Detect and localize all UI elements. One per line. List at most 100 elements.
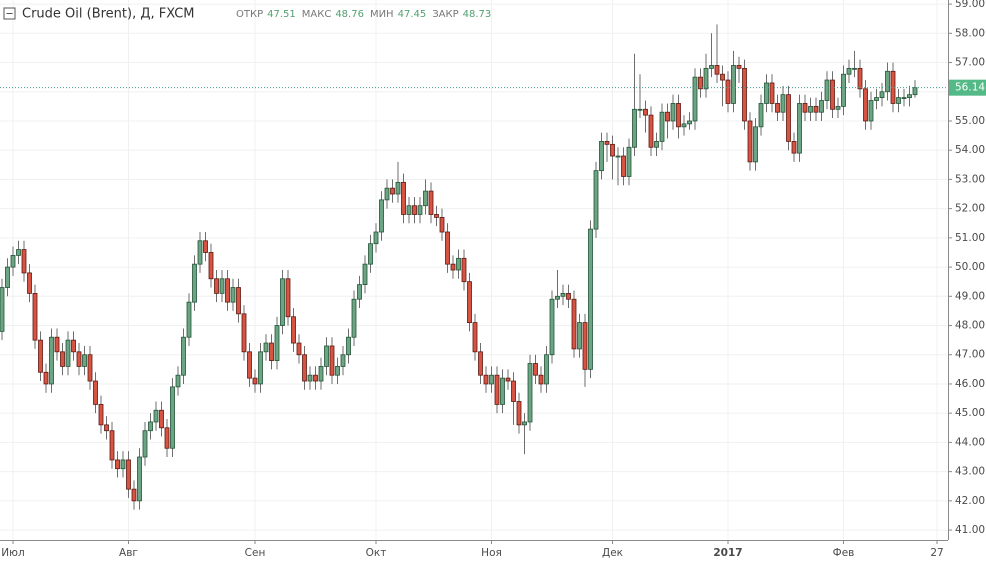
candle-body — [373, 231, 379, 245]
candle-body — [87, 354, 93, 382]
candle-body — [753, 126, 758, 163]
candle-body — [912, 87, 918, 96]
candle-body — [269, 342, 274, 361]
x-tick-label: Окт — [366, 547, 387, 559]
last-price-label: 56.14 — [955, 82, 985, 94]
candle-body — [230, 287, 236, 303]
candle-body — [901, 97, 907, 99]
candle-body — [775, 103, 780, 113]
candle-body — [885, 70, 890, 93]
symbol-icon[interactable] — [3, 7, 16, 20]
y-tick-label: 54.00 — [955, 144, 985, 156]
candle-body — [896, 97, 901, 104]
candle-body — [197, 240, 203, 265]
candle-body — [280, 278, 285, 326]
candle-body — [285, 278, 291, 318]
candle-body — [467, 281, 472, 323]
x-tick-label: 2017 — [713, 547, 742, 559]
candle-body — [5, 266, 10, 288]
legend-label: ОТКР — [236, 9, 263, 20]
candle-body — [819, 100, 824, 113]
candle-body — [522, 421, 527, 426]
candle-body — [401, 181, 406, 215]
y-tick-label: 59.00 — [955, 0, 985, 10]
candle-body — [16, 249, 21, 256]
candle-body — [780, 94, 786, 113]
candle-body — [439, 217, 445, 233]
x-tick-label: Сен — [245, 547, 266, 559]
candle-body — [698, 76, 703, 90]
candle-body — [153, 409, 159, 423]
chart-title: Crude Oil (Brent), Д, FXCM — [22, 7, 195, 22]
candle-body — [868, 100, 874, 122]
candles — [0, 24, 948, 510]
y-tick-label: 58.00 — [955, 27, 985, 39]
candle-body — [21, 249, 27, 274]
candle-body — [434, 214, 439, 218]
candle-body — [71, 339, 76, 353]
candle-body — [346, 336, 351, 356]
legend-label: ЗАКР — [432, 9, 458, 20]
candle-body — [10, 254, 16, 268]
candle-body — [599, 141, 604, 172]
candle-body — [808, 105, 813, 113]
candle-body — [252, 377, 258, 385]
candle-body — [0, 287, 5, 332]
candle-body — [538, 374, 544, 385]
candle-body — [560, 292, 566, 297]
candle-body — [692, 76, 698, 122]
candle-body — [329, 345, 335, 376]
candle-body — [593, 170, 599, 230]
y-tick-label: 52.00 — [955, 203, 985, 215]
candle-body — [445, 231, 450, 265]
candle-body — [670, 103, 676, 122]
candle-body — [742, 67, 747, 122]
candle-body — [703, 67, 709, 90]
y-tick-label: 44.00 — [955, 436, 985, 448]
candle-body — [863, 88, 868, 122]
candle-body — [879, 91, 885, 98]
candle-body — [676, 103, 681, 128]
candle-body — [291, 316, 296, 344]
candle-body — [335, 366, 340, 376]
legend-value: 47.45 — [398, 9, 427, 20]
candle-body — [49, 336, 54, 385]
candle-body — [626, 146, 632, 177]
candle-body — [423, 190, 428, 207]
y-tick-label: 45.00 — [955, 407, 985, 419]
candle-body — [659, 111, 665, 142]
candle-body — [175, 374, 181, 388]
candle-body — [791, 141, 797, 154]
candle-body — [60, 351, 65, 367]
candle-body — [159, 409, 164, 429]
candle-body — [258, 351, 263, 385]
candle-body — [142, 430, 148, 458]
y-tick-label: 49.00 — [955, 290, 985, 302]
legend-value: 48.73 — [463, 9, 492, 20]
candle-body — [571, 298, 577, 350]
candle-body — [588, 228, 593, 370]
candle-body — [654, 141, 659, 148]
candle-body — [351, 298, 357, 338]
candle-body — [549, 298, 555, 356]
candle-body — [533, 363, 538, 376]
candle-body — [406, 205, 412, 215]
candle-body — [76, 351, 82, 367]
candle-body — [500, 377, 505, 405]
candle-body — [852, 67, 857, 70]
candle-body — [456, 257, 461, 271]
x-tick-label: 27 — [930, 547, 943, 559]
candle-body — [390, 187, 395, 195]
candle-body — [824, 79, 830, 101]
y-tick-label: 47.00 — [955, 349, 985, 361]
candle-body — [225, 278, 230, 303]
y-tick-label: 50.00 — [955, 261, 985, 273]
candle-body — [241, 313, 247, 353]
candle-body — [181, 336, 186, 376]
legend-value: 47.51 — [267, 9, 296, 20]
candle-body — [478, 351, 483, 376]
candle-body — [137, 456, 142, 502]
candle-body — [637, 108, 643, 111]
